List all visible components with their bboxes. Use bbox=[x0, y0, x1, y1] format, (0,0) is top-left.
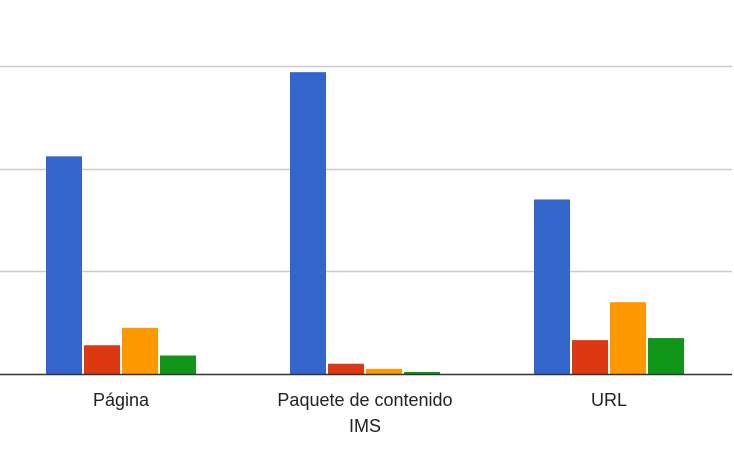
bar bbox=[46, 156, 82, 374]
x-tick-label: Página bbox=[93, 390, 150, 410]
bar bbox=[84, 345, 120, 374]
x-tick-label: Paquete de contenido IMS bbox=[277, 390, 452, 436]
bar bbox=[122, 327, 158, 374]
bar bbox=[160, 355, 196, 374]
bars bbox=[46, 72, 684, 374]
bar bbox=[572, 340, 608, 374]
bar bbox=[610, 302, 646, 374]
gridlines bbox=[0, 65, 732, 273]
bar bbox=[648, 338, 684, 374]
bar bbox=[328, 363, 364, 374]
bar bbox=[534, 199, 570, 374]
x-axis-labels: Página Paquete de contenido IMS URL bbox=[93, 390, 627, 436]
bar bbox=[290, 72, 326, 374]
bar bbox=[366, 368, 402, 374]
bar bbox=[404, 371, 440, 374]
x-tick-label: URL bbox=[591, 390, 627, 410]
